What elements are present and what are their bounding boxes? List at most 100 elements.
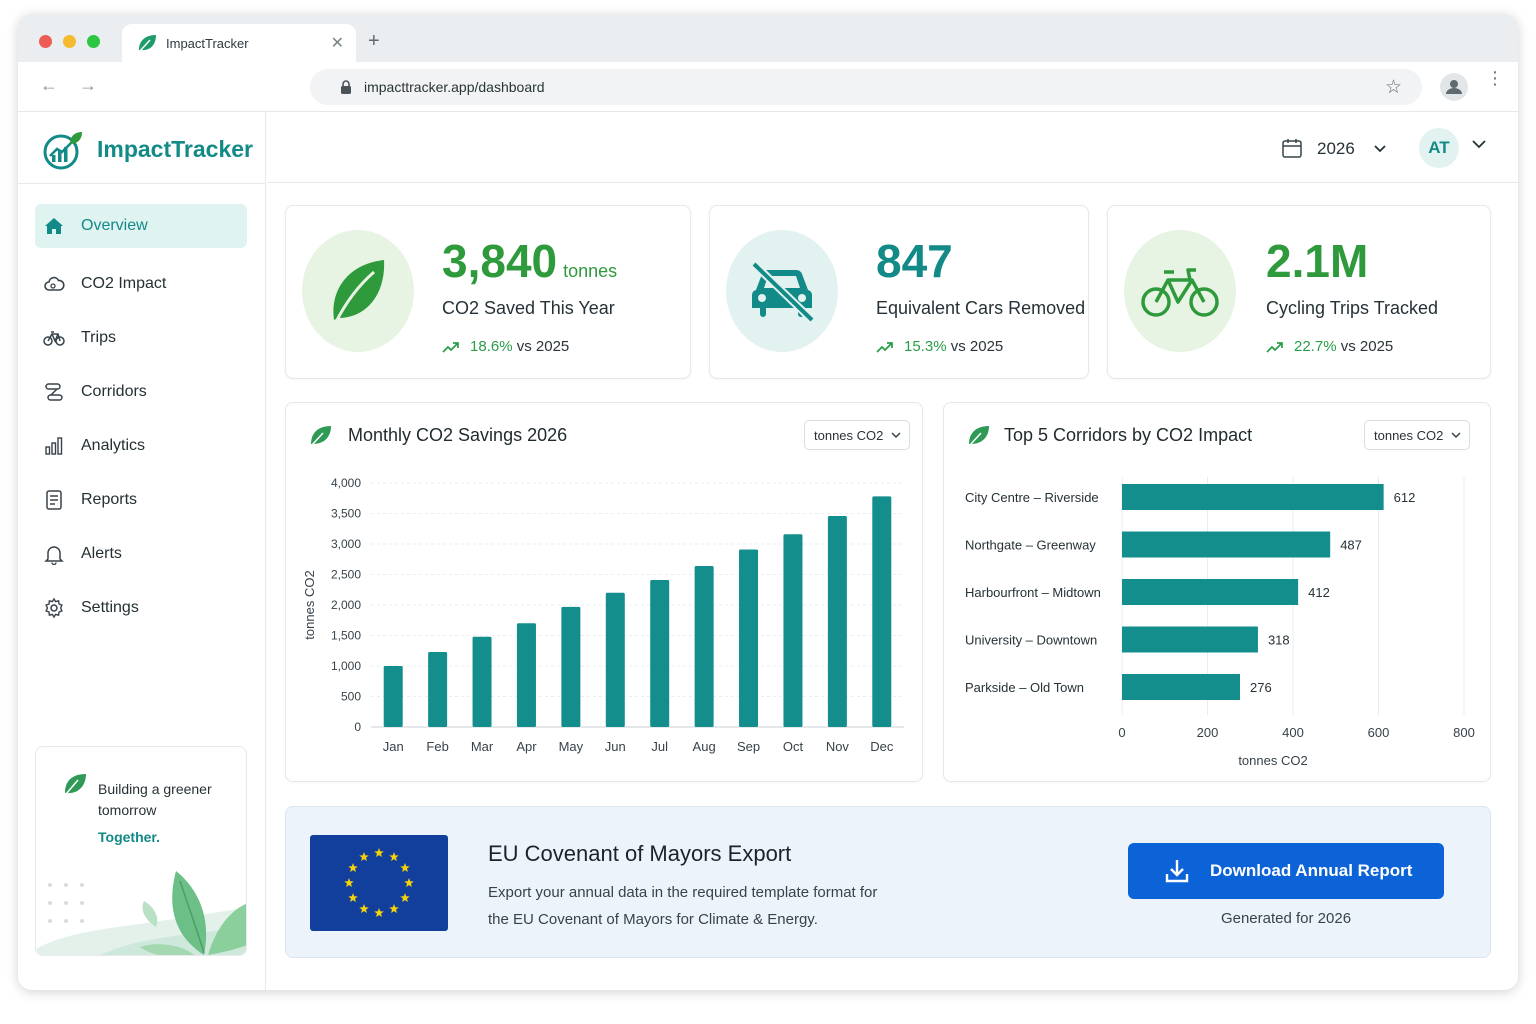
stat-value: 2.1M xyxy=(1266,235,1369,287)
unit-dropdown[interactable]: tonnes CO2 xyxy=(804,420,911,450)
sidebar-item-label: Analytics xyxy=(81,437,146,454)
promo-text: Building a greener tomorrow xyxy=(98,781,212,818)
corridor-label: Northgate – Greenway xyxy=(965,538,1096,553)
promo-tagline: Together. xyxy=(98,829,160,845)
unit-dropdown-value: tonnes CO2 xyxy=(1374,428,1444,443)
x-tick-label: 400 xyxy=(1282,725,1304,740)
corridor-bar xyxy=(1122,674,1240,700)
x-tick-label: Aug xyxy=(693,739,716,754)
stat-label: CO2 Saved This Year xyxy=(442,298,615,318)
brand-divider xyxy=(18,183,266,184)
address-bar[interactable]: impacttracker.app/dashboard ☆ xyxy=(310,69,1422,105)
close-window-button[interactable] xyxy=(39,35,52,48)
y-tick-label: 500 xyxy=(341,690,361,704)
bar-sep xyxy=(739,549,759,727)
download-icon xyxy=(1165,860,1189,883)
bar-jul xyxy=(650,579,670,727)
y-tick-label: 3,000 xyxy=(331,537,361,551)
sidebar-item-label: Reports xyxy=(81,491,138,508)
minimize-window-button[interactable] xyxy=(63,35,76,48)
sidebar-item-alerts[interactable]: Alerts xyxy=(35,532,247,576)
bookmark-star-icon[interactable]: ☆ xyxy=(1384,77,1402,98)
bar-dec xyxy=(872,496,892,727)
eu-export-banner: EU Covenant of Mayors Export Export your… xyxy=(285,806,1491,958)
home-icon xyxy=(45,218,63,234)
stat-card-cars-removed: 847 Equivalent Cars Removed 15.3% vs 202… xyxy=(709,205,1089,379)
stat-card-co2-saved: 3,840 tonnes CO2 Saved This Year 18.6% vs… xyxy=(285,205,691,379)
x-tick-label: 800 xyxy=(1453,725,1475,740)
browser-window: ImpactTracker ✕ + ← → impacttracker.app/… xyxy=(18,14,1518,990)
url-text[interactable]: impacttracker.app/dashboard xyxy=(364,79,545,95)
car-crossed-icon xyxy=(751,261,815,323)
corridor-bar xyxy=(1122,484,1384,510)
person-icon xyxy=(1446,80,1462,94)
close-tab-icon[interactable]: ✕ xyxy=(330,35,344,52)
trend-up-icon xyxy=(1266,342,1283,353)
sidebar-item-co2-impact[interactable]: CO2 Impact xyxy=(35,262,247,306)
forward-arrow-icon[interactable]: → xyxy=(79,75,97,95)
x-tick-label: Jul xyxy=(651,739,668,754)
back-arrow-icon[interactable]: ← xyxy=(40,75,58,95)
maximize-window-button[interactable] xyxy=(87,35,100,48)
corridor-bar xyxy=(1122,579,1299,605)
stat-label: Cycling Trips Tracked xyxy=(1266,298,1439,318)
sidebar-item-corridors[interactable]: Corridors xyxy=(35,370,247,414)
user-avatar[interactable]: AT xyxy=(1419,128,1459,168)
bar-apr xyxy=(516,623,536,727)
bar-nov xyxy=(827,515,847,727)
route-icon xyxy=(45,383,63,401)
growth-logo-icon xyxy=(43,132,82,170)
chevron-down-icon xyxy=(1451,432,1461,439)
sidebar-item-analytics[interactable]: Analytics xyxy=(35,424,247,468)
stat-unit: tonnes xyxy=(563,261,618,281)
eu-star-icon xyxy=(348,893,358,903)
leaf-icon xyxy=(311,426,331,446)
x-tick-label: Nov xyxy=(826,739,850,754)
new-tab-button[interactable]: + xyxy=(368,30,380,52)
x-tick-label: Jun xyxy=(605,739,626,754)
sidebar-item-trips[interactable]: Trips xyxy=(35,316,247,360)
x-tick-label: May xyxy=(559,739,584,754)
sidebar-item-reports[interactable]: Reports xyxy=(35,478,247,522)
eu-star-icon xyxy=(389,852,399,862)
lock-icon xyxy=(341,80,351,94)
leaf-icon xyxy=(333,260,385,323)
stat-icon-bg xyxy=(1124,230,1236,352)
corridor-bar xyxy=(1122,626,1258,653)
selected-year: 2026 xyxy=(1317,139,1355,158)
download-annual-report-button[interactable]: Download Annual Report xyxy=(1128,843,1444,899)
corridor-value-label: 487 xyxy=(1340,538,1362,553)
x-tick-label: Sep xyxy=(737,739,760,754)
eu-star-icon xyxy=(374,848,384,858)
x-tick-label: Oct xyxy=(783,739,804,754)
browser-menu-icon[interactable]: ⋮ xyxy=(1486,68,1504,88)
sidebar-item-label: Corridors xyxy=(81,383,147,400)
generated-note: Generated for 2026 xyxy=(1220,910,1352,927)
eu-star-icon xyxy=(404,878,414,888)
unit-dropdown[interactable]: tonnes CO2 xyxy=(1364,420,1471,450)
x-tick-label: 0 xyxy=(1118,725,1125,740)
corridor-value-label: 318 xyxy=(1268,633,1290,648)
corridor-label: Parkside – Old Town xyxy=(965,680,1084,695)
stat-trend: 22.7% vs 2025 xyxy=(1266,338,1393,355)
corridor-value-label: 276 xyxy=(1250,680,1272,695)
tab-title: ImpactTracker xyxy=(166,36,249,51)
browser-profile-button[interactable] xyxy=(1440,73,1468,101)
topbar: 2026 AT xyxy=(267,112,1518,183)
eu-star-icon xyxy=(400,863,410,873)
chevron-down-icon[interactable] xyxy=(1471,138,1487,150)
stat-trend: 15.3% vs 2025 xyxy=(876,338,1003,355)
document-icon xyxy=(46,490,62,510)
app-shell: ImpactTracker Overview CO2 Impact xyxy=(18,112,1518,990)
sidebar-item-label: CO2 Impact xyxy=(81,275,167,292)
sidebar-item-settings[interactable]: Settings xyxy=(35,586,247,630)
leaf-favicon-icon xyxy=(139,35,156,52)
tab-strip: ImpactTracker ✕ + xyxy=(18,14,1518,62)
stat-value: 847 xyxy=(876,235,953,287)
browser-tab[interactable]: ImpactTracker ✕ xyxy=(122,24,356,62)
x-tick-label: Dec xyxy=(870,739,894,754)
brand-logo[interactable]: ImpactTracker xyxy=(42,130,266,170)
stat-label: Equivalent Cars Removed xyxy=(876,298,1086,318)
sidebar-item-overview[interactable]: Overview xyxy=(35,204,247,248)
corridor-bar xyxy=(1122,531,1331,558)
